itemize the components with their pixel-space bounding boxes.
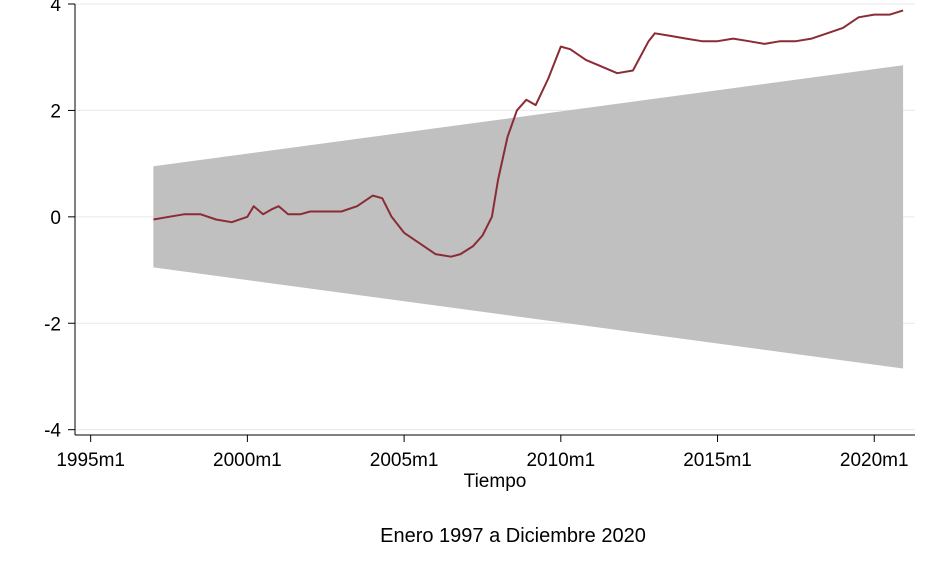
x-tick-label-3: 2010m1	[526, 450, 595, 471]
series-line-layer	[153, 9, 904, 258]
confidence-band-layer	[153, 65, 904, 369]
x-tick-label-0: 1995m1	[56, 450, 125, 471]
x-axis-title: Tiempo	[464, 471, 527, 492]
confidence-band	[153, 65, 904, 369]
series-line	[153, 9, 904, 258]
x-tick-label-5: 2020m1	[840, 450, 909, 471]
chart-note: Enero 1997 a Diciembre 2020	[380, 525, 646, 547]
y-tick-label-4: 4	[50, 0, 61, 16]
y-tick-label-3: 2	[50, 101, 61, 122]
x-tick-label-2: 2005m1	[370, 450, 439, 471]
x-tick-label-4: 2015m1	[683, 450, 752, 471]
axes: -4 -2 0 2 4 1995m1 2000m1 2005m1 2010m1 2015m1 202…	[44, 0, 915, 471]
x-tick-label-1: 2000m1	[213, 450, 282, 471]
y-tick-label-1: -2	[44, 314, 61, 335]
y-tick-label-2: 0	[50, 208, 61, 229]
y-tick-label-0: -4	[44, 421, 61, 442]
